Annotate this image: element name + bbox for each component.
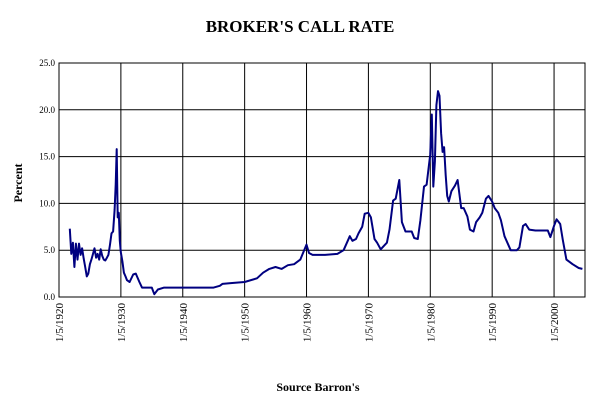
x-tick-label: 1/5/1950 <box>240 303 252 343</box>
y-tick-label: 15.0 <box>39 152 55 162</box>
x-tick-label: 1/5/1970 <box>363 303 375 343</box>
x-tick-label: 1/5/1930 <box>116 303 128 343</box>
y-tick-label: 5.0 <box>44 245 56 255</box>
x-tick-label: 1/5/1980 <box>425 303 437 343</box>
series-layer <box>68 90 583 296</box>
y-tick-label: 20.0 <box>39 105 55 115</box>
x-tick-label: 1/5/1940 <box>178 303 190 343</box>
y-tick-label: 0.0 <box>44 292 56 302</box>
x-tick-label: 1/5/1960 <box>302 303 314 343</box>
x-axis-label: Source Barron's <box>276 380 360 394</box>
x-tick-label: 1/5/2000 <box>549 303 561 343</box>
series-line <box>68 90 583 296</box>
x-tick-label: 1/5/1920 <box>54 303 66 343</box>
x-tick-label: 1/5/1990 <box>487 303 499 343</box>
plot-frame <box>58 62 586 298</box>
y-tick-label: 10.0 <box>39 198 55 208</box>
y-axis-label: Percent <box>11 163 25 202</box>
tick-labels: 0.0 5.0 10.0 15.0 20.0 25.0 1/5/1920 1/5/1930 1/… <box>39 58 561 342</box>
chart-title: BROKER'S CALL RATE <box>206 17 395 36</box>
y-tick-label: 25.0 <box>39 58 55 68</box>
